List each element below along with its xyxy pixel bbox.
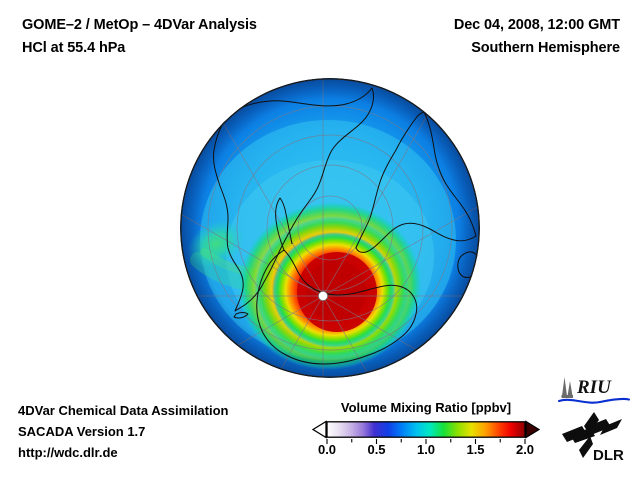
dlr-logo: DLR [560,410,632,466]
limb-shading [180,78,480,378]
header-left: GOME–2 / MetOp – 4DVar Analysis HCl at 5… [22,14,382,60]
colorbar-tick-labels: 0.0 0.5 1.0 1.5 2.0 [312,439,540,458]
globe-map [180,78,480,378]
riu-logo: RIU [556,372,632,406]
colorbar: Volume Mixing Ratio [ppbv] [312,400,540,458]
footer-credits: 4DVar Chemical Data Assimilation SACADA … [18,400,318,463]
colorbar-label-0: 0.0 [317,442,337,457]
cathedral-spire-icon [561,377,573,398]
globe-svg [180,78,480,378]
globe-disc [180,78,480,378]
colorbar-title: Volume Mixing Ratio [ppbv] [340,400,512,415]
hemisphere-label: Southern Hemisphere [471,40,620,56]
colorbar-tick-marks [326,439,526,444]
island-limb [195,350,227,358]
globe-rim [180,78,480,378]
colorbar-label-2: 1.0 [416,442,436,457]
dlr-wordmark: DLR [593,447,624,464]
colorbar-label-3: 1.5 [466,442,485,457]
riu-wave-icon [557,397,631,404]
riu-logo-svg: RIU [557,377,631,404]
colorbar-min-arrow [312,420,327,439]
dlr-logo-svg: DLR [562,412,624,464]
header-right: Dec 04, 2008, 12:00 GMT Southern Hemisph… [320,14,620,60]
colorbar-label-4: 2.0 [515,442,535,457]
footer-method-label: 4DVar Chemical Data Assimilation [18,403,229,418]
colorbar-label-1: 0.5 [367,442,386,457]
colorbar-gradient [312,420,540,439]
footer-url-link[interactable]: http://wdc.dlr.de [18,445,118,460]
timestamp-label: Dec 04, 2008, 12:00 GMT [453,17,620,33]
colorbar-max-arrow [525,420,540,439]
australia-limb [401,366,433,371]
dataset-title: GOME–2 / MetOp – 4DVar Analysis [22,17,257,33]
riu-wordmark: RIU [576,377,612,398]
footer-version-label: SACADA Version 1.7 [18,424,146,439]
variable-level-label: HCl at 55.4 hPa [22,40,126,56]
dlr-arrow-icon [562,412,622,458]
